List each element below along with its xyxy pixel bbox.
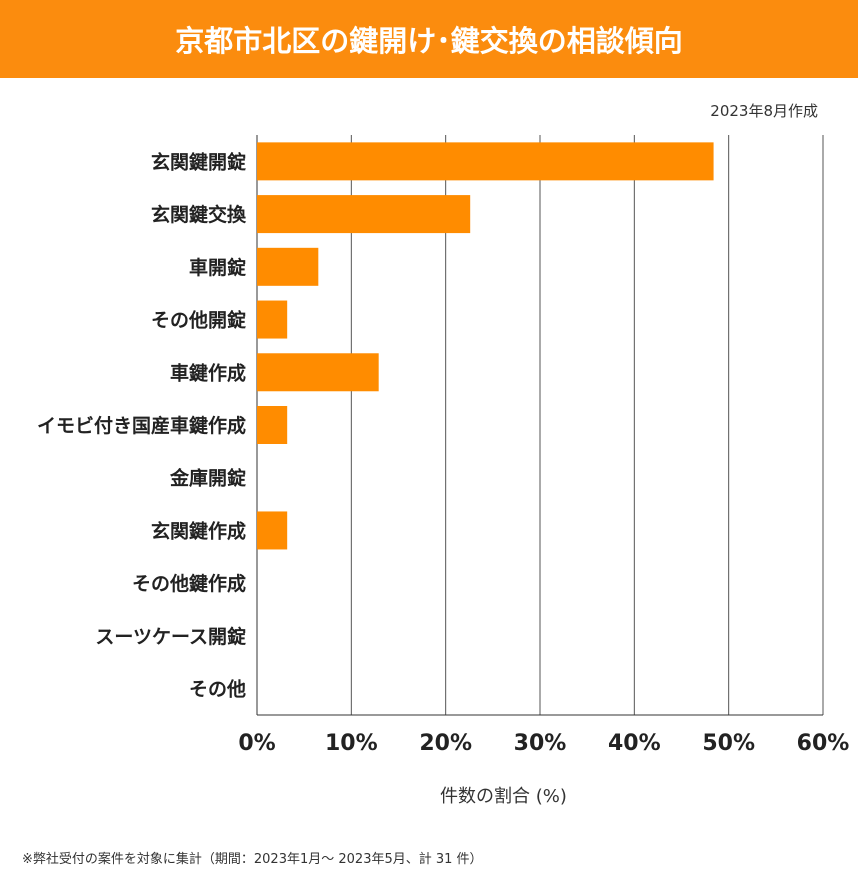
category-label: 車開錠: [189, 256, 246, 279]
x-tick-label: 20%: [419, 731, 472, 756]
bar: [257, 353, 379, 392]
category-label: スーツケース開錠: [95, 625, 246, 648]
bar: [257, 142, 714, 181]
date-note: 2023年8月作成: [710, 102, 818, 120]
category-label: 玄関鍵交換: [151, 203, 247, 226]
category-label: その他: [189, 678, 246, 701]
category-label: 玄関鍵作成: [151, 519, 246, 542]
bar: [257, 406, 288, 444]
category-label: 玄関鍵開錠: [151, 150, 246, 173]
footnote: ※弊社受付の案件を対象に集計（期間：2023年1月～ 2023年5月、計 31 …: [22, 852, 483, 867]
x-tick-label: 60%: [797, 731, 850, 756]
category-label: 金庫開錠: [169, 467, 246, 490]
x-tick-label: 50%: [702, 731, 755, 756]
x-tick-label: 40%: [608, 731, 661, 756]
x-tick-label: 30%: [514, 731, 567, 756]
bar: [257, 247, 319, 286]
category-label: 車鍵作成: [170, 361, 246, 384]
chart-title: 京都市北区の鍵開け･鍵交換の相談傾向: [0, 0, 858, 78]
bar: [257, 511, 288, 550]
category-label: その他開錠: [151, 309, 246, 332]
category-label: イモビ付き国産車鍵作成: [37, 414, 246, 437]
x-tick-label: 0%: [238, 731, 275, 756]
bar: [257, 195, 471, 234]
category-label: その他鍵作成: [132, 572, 246, 595]
x-tick-label: 10%: [325, 731, 378, 756]
x-axis-label: 件数の割合 (%): [440, 786, 567, 807]
bar: [257, 300, 288, 339]
